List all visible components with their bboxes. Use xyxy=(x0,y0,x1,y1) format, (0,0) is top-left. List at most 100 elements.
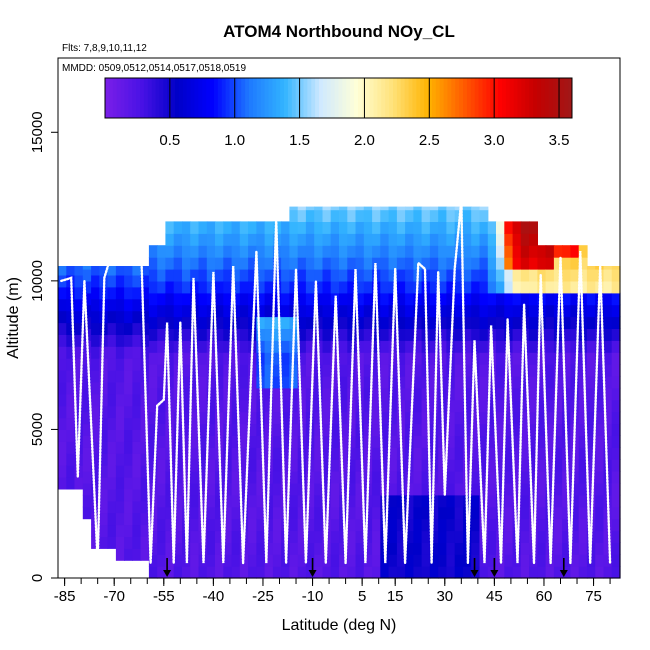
heatmap-cell xyxy=(396,257,406,270)
heatmap-cell xyxy=(595,328,605,341)
heatmap-cell xyxy=(305,221,315,234)
heatmap-cell xyxy=(504,423,514,436)
heatmap-cell xyxy=(272,375,282,389)
heatmap-cell xyxy=(198,387,208,401)
heatmap-cell xyxy=(157,316,167,329)
heatmap-cell xyxy=(562,471,571,484)
heatmap-cell xyxy=(74,393,84,407)
heatmap-cell xyxy=(413,399,423,413)
heatmap-cell xyxy=(496,340,505,353)
heatmap-cell xyxy=(182,435,191,448)
heatmap-cell xyxy=(512,269,522,282)
heatmap-cell xyxy=(198,352,208,365)
heatmap-cell xyxy=(115,358,125,371)
heatmap-cell xyxy=(487,554,497,567)
heatmap-cell xyxy=(281,233,290,246)
heatmap-cell xyxy=(231,530,241,543)
heatmap-cell xyxy=(330,471,340,484)
heatmap-cell xyxy=(74,286,84,300)
heatmap-cell xyxy=(330,340,340,353)
colorbar-tick-label: 3.5 xyxy=(549,132,570,149)
heatmap-cell xyxy=(297,554,307,567)
heatmap-cell xyxy=(182,257,191,270)
heatmap-cell xyxy=(322,316,332,329)
heatmap-cell xyxy=(322,482,332,496)
heatmap-cell xyxy=(173,471,183,484)
heatmap-cell xyxy=(215,494,224,508)
heatmap-cell xyxy=(372,423,381,436)
heatmap-cell xyxy=(380,447,390,460)
heatmap-cell xyxy=(305,506,315,520)
heatmap-cell xyxy=(537,435,547,448)
heatmap-cell xyxy=(405,554,414,567)
heatmap-cell xyxy=(58,310,67,324)
heatmap-cell xyxy=(496,482,505,496)
heatmap-cell xyxy=(553,494,563,508)
heatmap-cell xyxy=(330,269,340,282)
heatmap-cell xyxy=(454,269,464,282)
colorbar-swatch xyxy=(396,78,402,118)
descent-marker-arrowhead xyxy=(470,570,479,577)
heatmap-cell xyxy=(611,411,621,425)
heatmap-cell xyxy=(239,257,249,270)
heatmap-cell xyxy=(463,411,472,425)
heatmap-cell xyxy=(512,506,522,520)
heatmap-cell xyxy=(339,554,348,567)
heatmap-cell xyxy=(198,280,208,294)
heatmap-cell xyxy=(446,530,456,543)
heatmap-cell xyxy=(578,411,588,425)
heatmap-cell xyxy=(553,435,563,448)
heatmap-cell xyxy=(396,554,406,567)
heatmap-cell xyxy=(99,477,109,490)
colorbar-swatch xyxy=(210,78,215,118)
heatmap-cell xyxy=(405,328,414,341)
heatmap-cell xyxy=(586,482,596,496)
heatmap-cell xyxy=(132,286,142,300)
heatmap-cell xyxy=(198,423,208,436)
heatmap-cell xyxy=(396,482,406,496)
heatmap-cell xyxy=(537,554,547,567)
heatmap-cell xyxy=(256,245,266,258)
heatmap-cell xyxy=(520,471,530,484)
heatmap-cell xyxy=(99,405,109,419)
heatmap-cell xyxy=(157,435,167,448)
heatmap-cell xyxy=(132,429,142,442)
heatmap-cell xyxy=(471,471,481,484)
heatmap-cell xyxy=(223,554,233,567)
heatmap-cell xyxy=(190,387,200,401)
heatmap-cell xyxy=(529,375,538,389)
heatmap-cell xyxy=(595,447,605,460)
heatmap-cell xyxy=(272,494,282,508)
heatmap-cell xyxy=(570,375,580,389)
heatmap-cell xyxy=(264,257,274,270)
heatmap-cell xyxy=(512,340,522,353)
colorbar-swatch xyxy=(377,78,382,118)
heatmap-cell xyxy=(372,411,381,425)
heatmap-cell xyxy=(529,280,538,294)
heatmap-cell xyxy=(537,542,547,555)
heatmap-cell xyxy=(206,245,216,258)
colorbar-swatch xyxy=(560,78,565,118)
heatmap-cell xyxy=(405,387,414,401)
heatmap-cell xyxy=(487,316,497,329)
heatmap-cell xyxy=(388,206,398,211)
heatmap-cell xyxy=(248,245,257,258)
heatmap-cell xyxy=(91,465,100,478)
heatmap-cell xyxy=(66,346,76,359)
heatmap-cell xyxy=(363,233,373,246)
heatmap-cell xyxy=(157,411,167,425)
heatmap-cell xyxy=(239,471,249,484)
heatmap-cell xyxy=(421,554,431,567)
heatmap-cell xyxy=(264,352,274,365)
colorbar-swatch xyxy=(412,78,417,118)
heatmap-cell xyxy=(529,245,538,258)
heatmap-cell xyxy=(603,328,613,341)
colorbar-swatch xyxy=(171,78,176,118)
heatmap-cell xyxy=(231,459,241,472)
heatmap-cell xyxy=(264,328,274,341)
heatmap-cell xyxy=(355,494,365,508)
heatmap-cell xyxy=(305,206,315,211)
heatmap-cell xyxy=(611,280,621,294)
heatmap-cell xyxy=(239,292,249,306)
heatmap-cell xyxy=(322,375,332,389)
